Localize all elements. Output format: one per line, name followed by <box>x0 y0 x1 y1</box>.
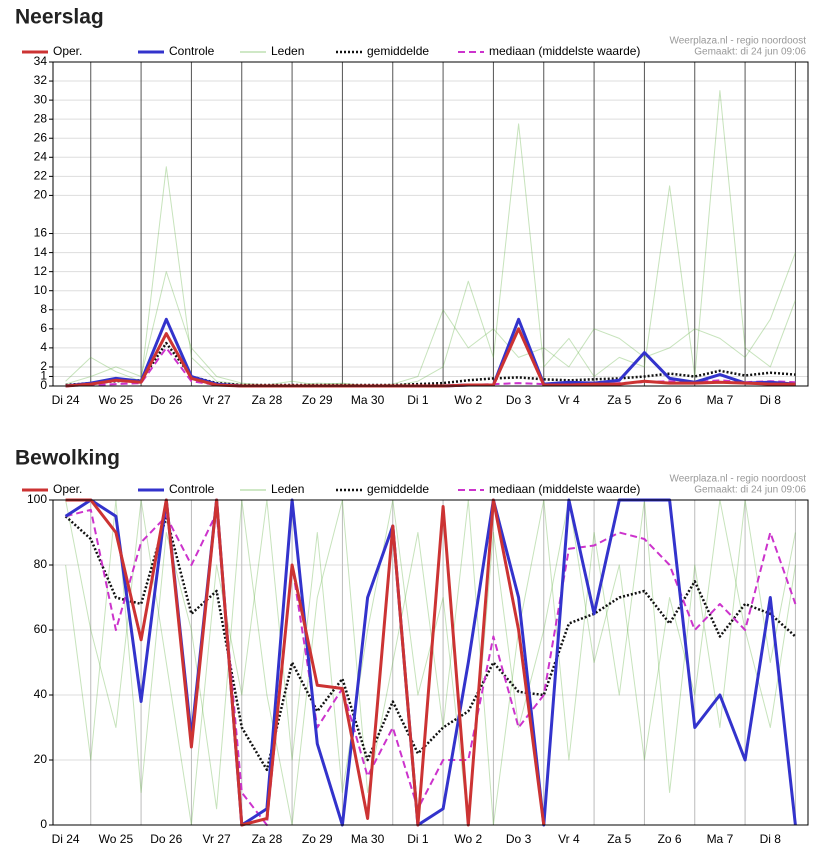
y-tick-label: 16 <box>34 226 48 240</box>
series-line <box>65 508 797 826</box>
y-tick-label: 100 <box>27 492 47 506</box>
y-tick-label: 14 <box>34 245 48 259</box>
y-tick-label: 12 <box>34 264 48 278</box>
x-tick-label: Ma 7 <box>707 393 734 407</box>
legend-label: Oper. <box>53 44 82 58</box>
y-tick-label: 22 <box>34 169 48 183</box>
series-line <box>65 499 796 826</box>
y-tick-label: 24 <box>34 149 48 163</box>
series-line <box>65 499 796 826</box>
y-tick-label: 34 <box>34 54 48 68</box>
legend-label: mediaan (middelste waarde) <box>489 44 640 58</box>
x-tick-label: Zo 29 <box>302 832 333 846</box>
x-tick-label: Wo 25 <box>99 393 134 407</box>
x-tick-label: Di 24 <box>52 393 80 407</box>
legend-label: Controle <box>169 482 215 496</box>
x-tick-label: Vr 27 <box>202 393 231 407</box>
legend-label: gemiddelde <box>367 482 429 496</box>
y-tick-label: 28 <box>34 111 48 125</box>
x-tick-label: Do 3 <box>506 832 532 846</box>
legend-label: Leden <box>271 482 304 496</box>
y-tick-label: 6 <box>40 321 47 335</box>
y-tick-label: 20 <box>34 188 48 202</box>
x-tick-label: Za 28 <box>252 393 283 407</box>
legend-label: gemiddelde <box>367 44 429 58</box>
series-line <box>65 252 796 387</box>
legend-label: Oper. <box>53 482 82 496</box>
y-tick-label: 0 <box>40 817 47 831</box>
x-tick-label: Wo 25 <box>99 832 134 846</box>
y-tick-label: 10 <box>34 283 48 297</box>
y-tick-label: 32 <box>34 73 48 87</box>
x-tick-label: Vr 4 <box>558 832 580 846</box>
y-tick-label: 1 <box>40 369 47 383</box>
x-tick-label: Di 1 <box>407 393 429 407</box>
source: Weerplaza.nl - regio noordoost <box>669 36 806 47</box>
series-line <box>65 90 796 387</box>
x-tick-label: Wo 2 <box>454 832 482 846</box>
x-tick-label: Ma 7 <box>707 832 734 846</box>
x-tick-label: Vr 4 <box>558 393 580 407</box>
legend-label: mediaan (middelste waarde) <box>489 482 640 496</box>
y-tick-label: 4 <box>40 340 47 354</box>
created: Gemaakt: di 24 jun 09:06 <box>694 485 806 496</box>
x-tick-label: Do 26 <box>150 832 182 846</box>
legend-label: Leden <box>271 44 304 58</box>
y-tick-label: 26 <box>34 130 48 144</box>
series-line <box>64 515 797 772</box>
x-tick-label: Di 1 <box>407 832 429 846</box>
plot-frame <box>52 61 809 387</box>
x-tick-label: Zo 6 <box>658 832 682 846</box>
y-tick-label: 20 <box>34 752 48 766</box>
created: Gemaakt: di 24 jun 09:06 <box>694 47 806 58</box>
x-tick-label: Zo 29 <box>302 393 333 407</box>
x-tick-label: Za 5 <box>607 393 631 407</box>
chart-title: Neerslag <box>15 6 104 29</box>
y-tick-label: 60 <box>34 622 48 636</box>
source: Weerplaza.nl - regio noordoost <box>669 474 806 485</box>
x-tick-label: Di 24 <box>52 832 80 846</box>
y-tick-label: 80 <box>34 557 48 571</box>
x-tick-label: Wo 2 <box>454 393 482 407</box>
x-tick-label: Za 5 <box>607 832 631 846</box>
x-tick-label: Vr 27 <box>202 832 231 846</box>
x-tick-label: Ma 30 <box>351 393 385 407</box>
x-tick-label: Di 8 <box>760 832 782 846</box>
x-tick-label: Za 28 <box>252 832 283 846</box>
x-tick-label: Ma 30 <box>351 832 385 846</box>
y-tick-label: 40 <box>34 687 48 701</box>
chart-title: Bewolking <box>15 447 120 470</box>
legend-label: Controle <box>169 44 215 58</box>
y-tick-label: 0 <box>40 378 47 392</box>
x-tick-label: Zo 6 <box>658 393 682 407</box>
y-tick-label: 30 <box>34 92 48 106</box>
x-tick-label: Do 26 <box>150 393 182 407</box>
plot-frame <box>52 499 809 826</box>
x-tick-label: Do 3 <box>506 393 532 407</box>
y-tick-label: 2 <box>40 359 47 373</box>
y-tick-label: 8 <box>40 302 47 316</box>
x-tick-label: Di 8 <box>760 393 782 407</box>
series-line <box>65 498 546 827</box>
